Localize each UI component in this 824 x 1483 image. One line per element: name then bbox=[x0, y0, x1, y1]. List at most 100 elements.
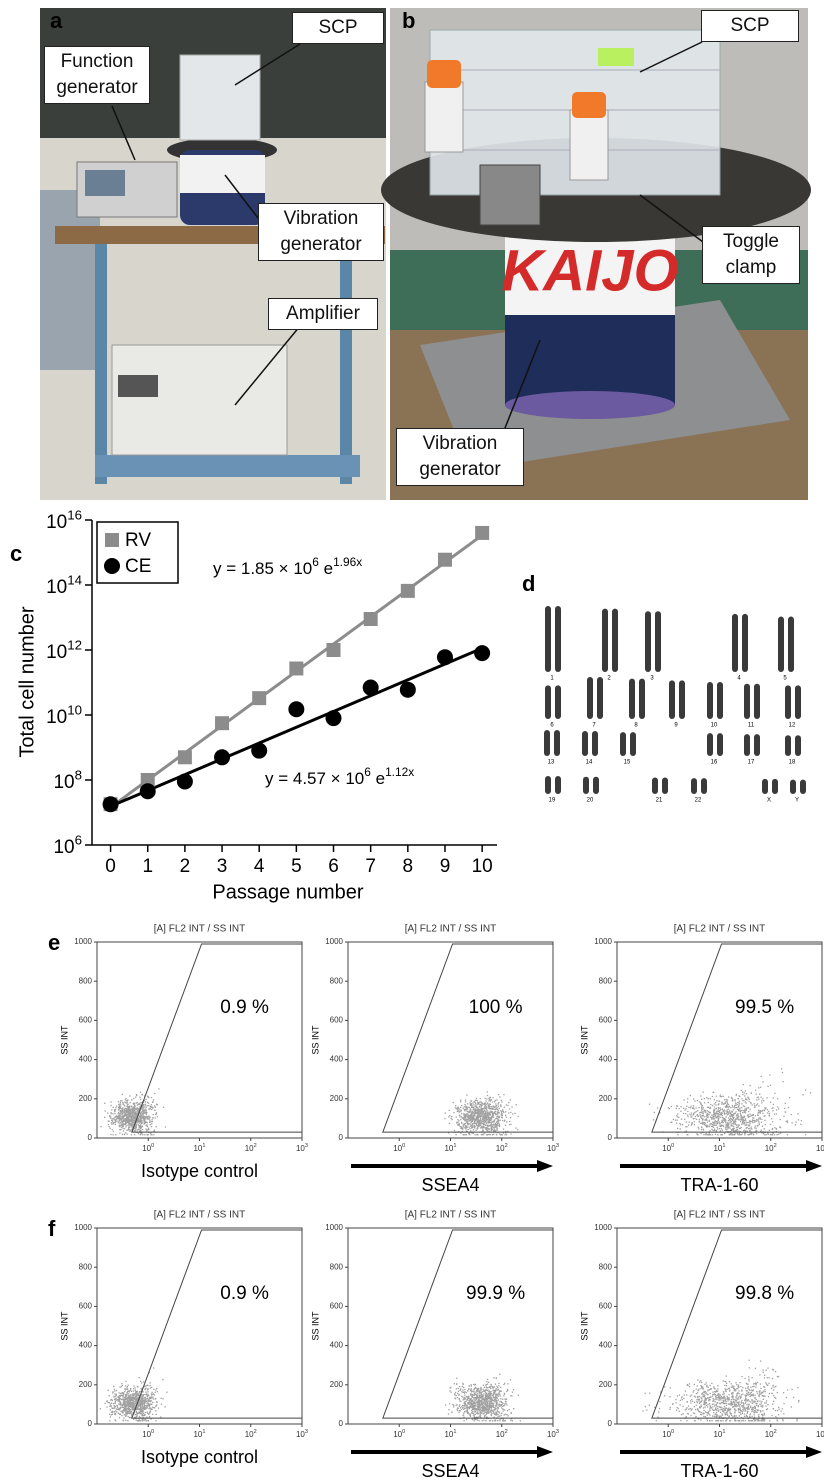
event-dot bbox=[150, 1124, 151, 1125]
event-dot bbox=[497, 1404, 498, 1405]
event-dot bbox=[154, 1130, 155, 1131]
data-point bbox=[475, 526, 489, 540]
event-dot bbox=[736, 1115, 737, 1116]
plot-title: [A] FL2 INT / SS INT bbox=[154, 1210, 246, 1221]
event-dot bbox=[483, 1398, 484, 1399]
chromosome bbox=[679, 680, 685, 719]
event-dot bbox=[449, 1115, 450, 1116]
event-dot bbox=[459, 1386, 460, 1387]
x-tick-label: 102 bbox=[245, 1143, 257, 1153]
event-dot bbox=[133, 1388, 134, 1389]
event-dot bbox=[476, 1107, 477, 1108]
event-dot bbox=[504, 1383, 505, 1384]
event-dot bbox=[488, 1390, 489, 1391]
plot-title: [A] FL2 INT / SS INT bbox=[405, 924, 497, 935]
event-dot bbox=[677, 1106, 678, 1107]
event-dot bbox=[501, 1101, 502, 1102]
event-dot bbox=[130, 1102, 131, 1103]
event-dot bbox=[490, 1412, 491, 1413]
event-dot bbox=[490, 1117, 491, 1118]
x-arrow-head bbox=[537, 1160, 553, 1172]
data-point bbox=[289, 661, 303, 675]
event-dot bbox=[492, 1114, 493, 1115]
event-dot bbox=[496, 1122, 497, 1123]
event-dot bbox=[736, 1401, 737, 1402]
event-dot bbox=[723, 1103, 724, 1104]
event-dot bbox=[489, 1128, 490, 1129]
event-dot bbox=[498, 1405, 499, 1406]
event-dot bbox=[729, 1119, 730, 1120]
event-dot bbox=[448, 1409, 449, 1410]
x-axis-title: Isotype control bbox=[141, 1161, 258, 1181]
event-dot bbox=[738, 1102, 739, 1103]
event-dot bbox=[733, 1134, 734, 1135]
event-dot bbox=[136, 1393, 137, 1394]
plot-title: [A] FL2 INT / SS INT bbox=[154, 924, 246, 935]
event-dot bbox=[141, 1094, 142, 1095]
event-dot bbox=[486, 1399, 487, 1400]
event-dot bbox=[506, 1104, 507, 1105]
event-dot bbox=[140, 1099, 141, 1100]
event-dot bbox=[507, 1383, 508, 1384]
event-dot bbox=[467, 1412, 468, 1413]
event-dot bbox=[125, 1397, 126, 1398]
event-dot bbox=[757, 1125, 758, 1126]
event-dot bbox=[120, 1129, 121, 1130]
event-dot bbox=[721, 1396, 722, 1397]
event-dot bbox=[487, 1113, 488, 1114]
event-dot bbox=[138, 1121, 139, 1122]
event-dot bbox=[760, 1111, 761, 1112]
event-dot bbox=[460, 1126, 461, 1127]
event-dot bbox=[718, 1119, 719, 1120]
event-dot bbox=[122, 1116, 123, 1117]
event-dot bbox=[148, 1129, 149, 1130]
event-dot bbox=[124, 1397, 125, 1398]
event-dot bbox=[488, 1382, 489, 1383]
event-dot bbox=[499, 1415, 500, 1416]
event-dot bbox=[457, 1111, 458, 1112]
event-dot bbox=[471, 1117, 472, 1118]
event-dot bbox=[128, 1121, 129, 1122]
gate bbox=[132, 1230, 302, 1418]
event-dot bbox=[470, 1398, 471, 1399]
event-dot bbox=[460, 1101, 461, 1102]
event-dot bbox=[114, 1405, 115, 1406]
event-dot bbox=[104, 1403, 105, 1404]
event-dot bbox=[778, 1108, 779, 1109]
event-dot bbox=[490, 1106, 491, 1107]
y-tick-label: 200 bbox=[330, 1094, 344, 1103]
event-dot bbox=[737, 1102, 738, 1103]
plot-frame bbox=[97, 1228, 302, 1424]
event-dot bbox=[476, 1119, 477, 1120]
event-dot bbox=[115, 1124, 116, 1125]
event-dot bbox=[491, 1112, 492, 1113]
event-dot bbox=[762, 1098, 763, 1099]
event-dot bbox=[693, 1108, 694, 1109]
event-dot bbox=[133, 1102, 134, 1103]
event-dot bbox=[116, 1105, 117, 1106]
event-dot bbox=[701, 1107, 702, 1108]
event-dot bbox=[771, 1118, 772, 1119]
event-dot bbox=[127, 1100, 128, 1101]
event-dot bbox=[147, 1134, 148, 1135]
event-dot bbox=[756, 1105, 757, 1106]
event-dot bbox=[155, 1107, 156, 1108]
x-tick-label: 2 bbox=[180, 856, 191, 877]
event-dot bbox=[699, 1112, 700, 1113]
event-dot bbox=[704, 1122, 705, 1123]
event-dot bbox=[706, 1114, 707, 1115]
event-dot bbox=[142, 1129, 143, 1130]
event-dot bbox=[132, 1118, 133, 1119]
x-axis-title: Isotype control bbox=[141, 1447, 258, 1467]
chromosome-label: X bbox=[767, 798, 771, 804]
event-dot bbox=[496, 1397, 497, 1398]
event-dot bbox=[477, 1389, 478, 1390]
x-tick-label: 4 bbox=[254, 856, 265, 877]
event-dot bbox=[125, 1102, 126, 1103]
event-dot bbox=[104, 1103, 105, 1104]
event-dot bbox=[702, 1119, 703, 1120]
event-dot bbox=[747, 1122, 748, 1123]
event-dot bbox=[744, 1120, 745, 1121]
event-dot bbox=[469, 1404, 470, 1405]
event-dot bbox=[733, 1109, 734, 1110]
